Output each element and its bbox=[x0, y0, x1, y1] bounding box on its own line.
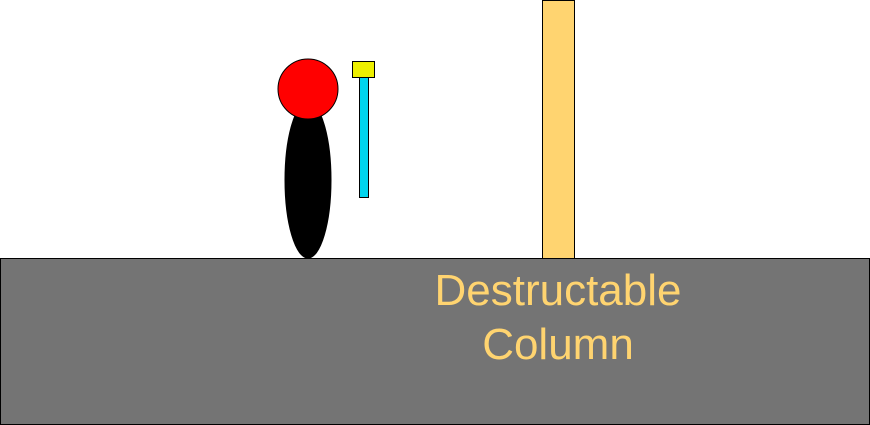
hammer-handle bbox=[359, 77, 369, 198]
ground bbox=[0, 258, 870, 425]
column-label-line1: Destructable bbox=[434, 266, 682, 315]
hammer-head bbox=[352, 61, 375, 78]
player-character[interactable] bbox=[277, 58, 339, 259]
column-label: Destructable Column bbox=[388, 264, 728, 372]
destructable-column[interactable] bbox=[542, 0, 575, 259]
column-label-line2: Column bbox=[482, 320, 634, 369]
hammer-icon[interactable] bbox=[352, 61, 375, 198]
player-body bbox=[284, 101, 332, 259]
player-head bbox=[277, 58, 339, 120]
